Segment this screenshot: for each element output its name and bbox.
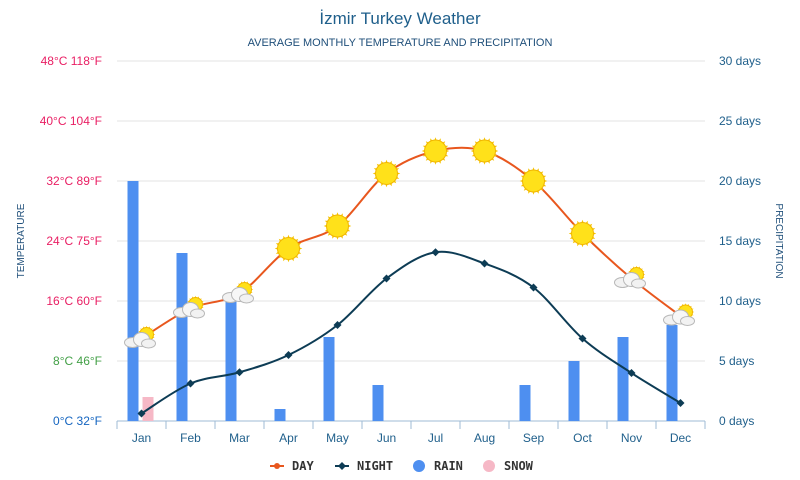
left-tick-label: 0°C 32°F — [53, 414, 102, 428]
legend-swatch — [413, 460, 425, 472]
x-tick-label: May — [326, 431, 349, 445]
night-point — [382, 274, 391, 283]
sun-icon — [470, 137, 499, 165]
night-point — [627, 369, 636, 377]
x-tick-label: Mar — [229, 431, 250, 445]
sun-disc — [424, 139, 447, 163]
right-tick-label: 20 days — [719, 174, 761, 188]
rain-bar — [568, 361, 580, 421]
chart-subtitle: AVERAGE MONTHLY TEMPERATURE AND PRECIPIT… — [248, 37, 553, 49]
legend-item-rain: RAIN — [413, 459, 463, 473]
legend-label: SNOW — [504, 459, 534, 473]
left-axis-title: TEMPERATURE — [16, 203, 27, 278]
night-point — [578, 334, 587, 343]
night-point — [284, 351, 293, 359]
night-point — [235, 368, 244, 377]
right-axis-title: PRECIPITATION — [773, 203, 784, 278]
night-point — [137, 409, 146, 418]
cloud-puff — [680, 316, 695, 326]
sun-disc — [473, 139, 496, 163]
sun-disc — [326, 214, 349, 238]
x-tick-label: Jun — [377, 431, 396, 445]
rain-bar — [323, 337, 335, 421]
sun-icon — [568, 219, 597, 248]
x-tick-label: Apr — [279, 431, 298, 445]
rain-bar — [372, 385, 384, 421]
legend-item-night: NIGHT — [335, 459, 393, 473]
right-tick-label: 15 days — [719, 234, 761, 248]
right-tick-label: 5 days — [719, 354, 754, 368]
icons-layer — [124, 137, 695, 349]
x-tick-label: Aug — [474, 431, 495, 445]
night-point — [480, 259, 489, 268]
legend-label: NIGHT — [357, 459, 393, 473]
x-tick-label: Feb — [180, 431, 201, 445]
left-tick-label: 32°C 89°F — [46, 174, 102, 188]
cloudy-sun-icon — [663, 303, 695, 326]
sun-disc — [277, 237, 300, 260]
rain-bar — [617, 337, 629, 421]
legend-swatch-marker — [274, 463, 280, 469]
left-tick-label: 24°C 75°F — [46, 234, 102, 248]
x-tick-label: Dec — [670, 431, 691, 445]
legend: DAY NIGHT RAIN SNOW — [270, 459, 534, 473]
sun-disc — [375, 162, 398, 185]
legend-item-day: DAY — [270, 459, 314, 473]
rain-bar — [274, 409, 286, 421]
cloudy-sun-icon — [173, 295, 205, 319]
legend-item-snow: SNOW — [483, 459, 534, 473]
sun-icon — [519, 167, 548, 195]
x-tick-label: Sep — [523, 431, 545, 445]
night-point — [676, 399, 685, 407]
sun-disc — [522, 169, 545, 193]
sun-icon — [421, 137, 450, 165]
cloud-puff — [239, 293, 254, 304]
legend-label: RAIN — [434, 459, 463, 473]
cloud-puff — [141, 338, 156, 349]
cloud-puff — [631, 278, 646, 289]
cloudy-sun-icon — [614, 265, 646, 289]
right-tick-label: 10 days — [719, 294, 761, 308]
left-tick-label: 48°C 118°F — [41, 54, 102, 68]
legend-label: DAY — [292, 459, 314, 473]
right-tick-label: 0 days — [719, 414, 754, 428]
left-tick-label: 16°C 60°F — [46, 294, 102, 308]
sun-icon — [323, 212, 352, 240]
sun-icon — [372, 159, 401, 188]
chart-title: İzmir Turkey Weather — [319, 9, 481, 28]
cloudy-sun-icon — [124, 325, 156, 349]
x-tick-label: Jan — [132, 431, 151, 445]
cloudy-sun-icon — [222, 280, 254, 304]
rain-bar — [666, 325, 678, 421]
night-point — [333, 321, 342, 329]
day-line — [140, 146, 682, 340]
rain-bar — [225, 301, 237, 421]
rain-bar — [176, 253, 188, 421]
right-tick-label: 25 days — [719, 114, 761, 128]
legend-swatch — [483, 460, 495, 472]
rain-bar — [127, 181, 139, 421]
night-line — [140, 250, 682, 415]
x-tick-label: Jul — [428, 431, 443, 445]
sun-icon — [274, 234, 303, 263]
rain-bar — [519, 385, 531, 421]
x-tick-label: Nov — [621, 431, 642, 445]
left-tick-label: 40°C 104°F — [40, 114, 102, 128]
lines-layer — [137, 146, 685, 418]
sun-disc — [571, 222, 594, 245]
night-point — [529, 283, 538, 292]
cloud-puff — [190, 308, 205, 319]
x-tick-label: Oct — [573, 431, 592, 445]
right-tick-label: 30 days — [719, 54, 761, 68]
legend-swatch-marker — [338, 462, 346, 470]
left-tick-label: 8°C 46°F — [53, 354, 102, 368]
night-point — [186, 379, 195, 388]
grid-lines — [116, 60, 706, 429]
ticks-layer: 0°C 32°F 8°C 46°F 16°C 60°F 24°C 75°F 32°C 8… — [40, 54, 761, 445]
night-point — [431, 248, 440, 257]
